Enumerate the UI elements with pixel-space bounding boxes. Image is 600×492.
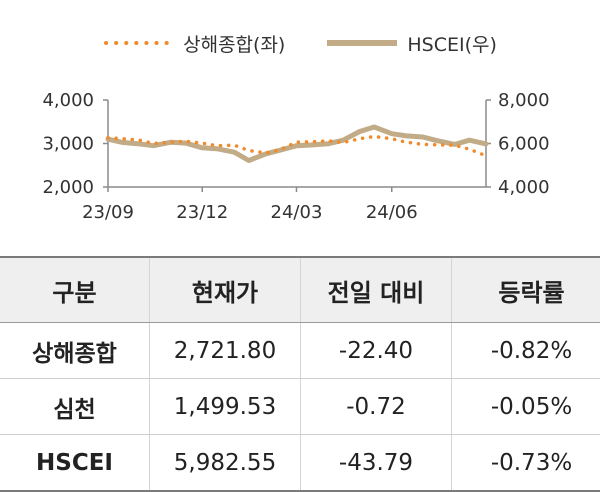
x-tick-label: 24/03 bbox=[271, 202, 323, 223]
x-tick-label: 24/06 bbox=[366, 202, 418, 223]
chart-axes: 4,000 3,000 2,000 8,000 6,000 4,000 23/09 23/12… bbox=[42, 90, 549, 223]
legend-swatch-dotted bbox=[103, 39, 173, 47]
table-row: HSCEI 5,982.55 -43.79 -0.73% bbox=[0, 435, 600, 492]
row-change: -22.40 bbox=[301, 323, 452, 379]
right-tick-label: 6,000 bbox=[498, 134, 550, 155]
x-tick-label: 23/12 bbox=[176, 202, 228, 223]
row-name: 상해종합 bbox=[0, 323, 150, 379]
quote-table: 구분 현재가 전일 대비 등락률 상해종합 2,721.80 -22.40 -0… bbox=[0, 256, 600, 492]
row-change: -0.72 bbox=[301, 379, 452, 435]
header-category: 구분 bbox=[0, 257, 150, 323]
left-tick-label: 3,000 bbox=[42, 134, 94, 155]
left-tick-label: 2,000 bbox=[42, 177, 94, 198]
legend-item-hscei: HSCEI(우) bbox=[327, 30, 497, 57]
right-tick-label: 8,000 bbox=[498, 90, 550, 111]
header-change: 전일 대비 bbox=[301, 257, 452, 323]
legend-item-shanghai: 상해종합(좌) bbox=[103, 30, 285, 57]
left-tick-label: 4,000 bbox=[42, 90, 94, 111]
legend-swatch-solid bbox=[327, 39, 397, 47]
legend-label-shanghai: 상해종합(좌) bbox=[183, 30, 285, 57]
table-row: 심천 1,499.53 -0.72 -0.05% bbox=[0, 379, 600, 435]
row-price: 2,721.80 bbox=[150, 323, 301, 379]
row-change-rate: -0.73% bbox=[452, 435, 600, 492]
row-name: HSCEI bbox=[0, 435, 150, 492]
x-tick-label: 23/09 bbox=[82, 202, 134, 223]
table-row: 상해종합 2,721.80 -22.40 -0.82% bbox=[0, 323, 600, 379]
right-tick-label: 4,000 bbox=[498, 177, 550, 198]
chart-legend: 상해종합(좌) HSCEI(우) bbox=[0, 28, 600, 58]
row-change-rate: -0.05% bbox=[452, 379, 600, 435]
legend-label-hscei: HSCEI(우) bbox=[407, 30, 497, 57]
row-change-rate: -0.82% bbox=[452, 323, 600, 379]
table-header-row: 구분 현재가 전일 대비 등락률 bbox=[0, 257, 600, 323]
header-change-rate: 등락률 bbox=[452, 257, 600, 323]
row-price: 1,499.53 bbox=[150, 379, 301, 435]
chart-series bbox=[108, 127, 486, 161]
row-change: -43.79 bbox=[301, 435, 452, 492]
row-price: 5,982.55 bbox=[150, 435, 301, 492]
header-price: 현재가 bbox=[150, 257, 301, 323]
row-name: 심천 bbox=[0, 379, 150, 435]
line-chart: 4,000 3,000 2,000 8,000 6,000 4,000 23/09 23/12… bbox=[0, 70, 600, 240]
